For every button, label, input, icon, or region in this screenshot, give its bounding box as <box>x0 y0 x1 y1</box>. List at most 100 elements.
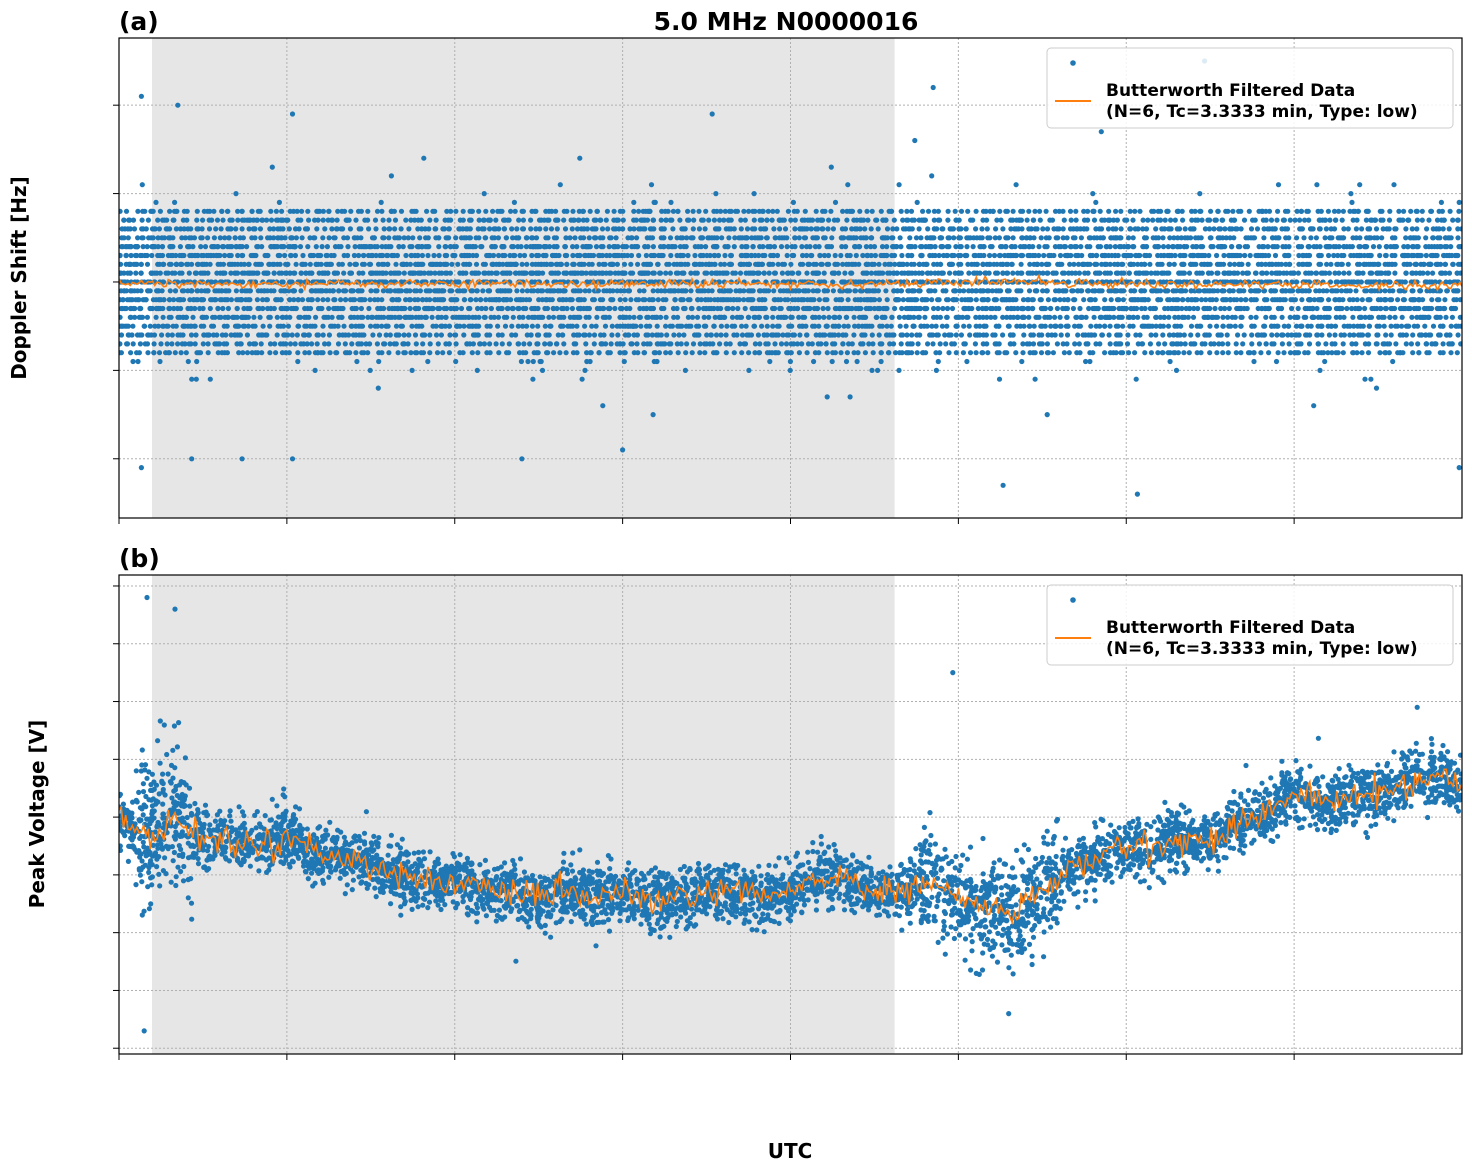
raw-point <box>1248 314 1254 320</box>
raw-point <box>882 314 888 320</box>
raw-point <box>198 288 204 294</box>
raw-point <box>1202 305 1208 312</box>
raw-point <box>1299 297 1305 303</box>
raw-point <box>675 350 681 356</box>
raw-point <box>559 297 566 303</box>
raw-point <box>1212 305 1218 312</box>
raw-point <box>832 350 839 356</box>
raw-point <box>287 341 294 347</box>
raw-point <box>609 332 615 338</box>
raw-point <box>305 297 311 303</box>
raw-point <box>429 314 435 320</box>
raw-point <box>918 323 924 329</box>
raw-point <box>271 235 277 241</box>
raw-point <box>1111 314 1117 320</box>
raw-point <box>1292 297 1298 303</box>
raw-point <box>488 314 494 320</box>
raw-data-points <box>119 58 1462 497</box>
raw-point <box>501 297 507 303</box>
raw-point <box>1150 217 1156 223</box>
raw-point <box>1448 350 1454 356</box>
raw-point <box>959 297 965 303</box>
raw-point <box>1357 235 1363 241</box>
raw-point <box>985 297 991 303</box>
raw-point <box>358 341 365 347</box>
raw-point <box>683 323 689 329</box>
raw-point <box>1416 350 1422 356</box>
raw-point <box>557 350 563 356</box>
raw-point <box>1455 288 1461 294</box>
raw-point <box>586 332 593 338</box>
raw-point <box>1423 341 1429 347</box>
raw-point <box>811 358 817 365</box>
raw-point <box>975 305 981 312</box>
raw-point <box>1256 341 1262 347</box>
raw-point <box>869 323 875 329</box>
raw-point <box>714 235 720 241</box>
raw-point <box>386 305 392 312</box>
raw-point <box>392 314 398 320</box>
raw-point <box>1307 332 1313 338</box>
raw-point <box>685 252 691 259</box>
raw-point <box>614 323 620 329</box>
raw-point <box>487 341 493 347</box>
raw-point <box>771 288 777 294</box>
raw-point <box>542 305 548 312</box>
raw-point <box>1348 191 1354 197</box>
raw-point <box>1305 323 1311 329</box>
raw-point <box>397 314 403 320</box>
raw-point <box>1173 367 1180 373</box>
raw-point <box>1074 314 1080 320</box>
raw-point <box>560 288 567 294</box>
raw-point <box>870 350 876 356</box>
raw-point <box>1382 288 1388 294</box>
raw-point <box>1320 288 1326 294</box>
raw-point <box>898 288 905 294</box>
raw-point <box>579 376 585 382</box>
raw-point <box>1456 199 1462 205</box>
raw-point <box>583 341 589 347</box>
raw-point <box>245 305 251 312</box>
raw-point <box>128 350 134 356</box>
raw-point <box>1243 297 1249 303</box>
raw-point <box>1222 305 1228 312</box>
raw-point <box>651 350 657 356</box>
raw-point <box>869 367 875 373</box>
raw-point <box>1186 350 1192 356</box>
raw-point <box>917 332 923 338</box>
raw-point <box>535 305 541 312</box>
raw-point <box>1357 305 1363 312</box>
raw-point <box>993 297 1000 303</box>
raw-point <box>601 288 607 294</box>
raw-point <box>1395 350 1401 356</box>
raw-point <box>1362 314 1368 320</box>
raw-point <box>1332 332 1338 338</box>
raw-point <box>1329 350 1335 356</box>
raw-point <box>838 350 844 356</box>
raw-point <box>941 252 947 259</box>
raw-point <box>495 314 502 320</box>
raw-point <box>1091 314 1097 320</box>
raw-point <box>1409 288 1415 294</box>
raw-point <box>393 270 399 276</box>
raw-point <box>267 314 273 320</box>
raw-point <box>1433 314 1439 320</box>
raw-point <box>1440 341 1446 347</box>
raw-point <box>461 332 467 338</box>
raw-point <box>903 305 909 312</box>
raw-point <box>210 323 217 329</box>
raw-point <box>697 350 703 356</box>
raw-point <box>951 297 957 303</box>
raw-point <box>506 350 512 356</box>
raw-point <box>1198 350 1204 356</box>
raw-point <box>381 314 387 320</box>
raw-point <box>435 288 441 294</box>
raw-point <box>816 314 822 320</box>
raw-point <box>1132 297 1138 303</box>
raw-point <box>1211 288 1217 294</box>
raw-point <box>1226 323 1232 329</box>
raw-point <box>1207 297 1213 303</box>
raw-point <box>739 350 745 356</box>
raw-point <box>1341 323 1347 329</box>
